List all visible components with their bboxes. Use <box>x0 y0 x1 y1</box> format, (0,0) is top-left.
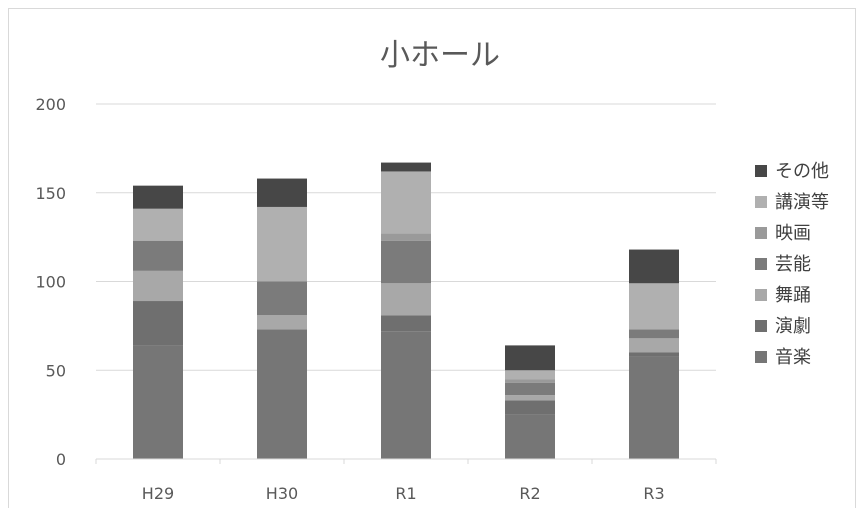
bar-segment-H30-芸能 <box>257 281 307 316</box>
legend-label: 舞踊 <box>775 285 811 306</box>
bar-segment-H29-芸能 <box>133 240 183 271</box>
bar-segment-H29-音楽 <box>133 345 183 459</box>
bar-segment-R1-音楽 <box>381 331 431 459</box>
bar-segment-R2-その他 <box>505 345 555 371</box>
chart-title: 小ホール <box>380 38 500 73</box>
legend-label: 音楽 <box>775 347 811 368</box>
bar-segment-H29-講演等 <box>133 208 183 241</box>
bar-segment-R3-芸能 <box>629 329 679 339</box>
bar-segment-H30-講演等 <box>257 206 307 282</box>
legend-swatch <box>755 289 767 301</box>
x-tick-label: R3 <box>643 484 664 503</box>
bar-segment-H30-舞踊 <box>257 315 307 330</box>
legend-swatch <box>755 196 767 208</box>
y-axis: 0 50 100 150 200 <box>35 95 66 469</box>
bar-segment-H30-その他 <box>257 178 307 207</box>
y-tick-label: 150 <box>35 184 66 203</box>
bar-segment-R2-音楽 <box>505 414 555 459</box>
legend-swatch <box>755 165 767 177</box>
bar-segment-R2-芸能 <box>505 382 555 396</box>
bar-segment-H29-舞踊 <box>133 270 183 302</box>
chart-frame <box>8 8 856 508</box>
bar-segment-H29-その他 <box>133 185 183 209</box>
legend-label: 映画 <box>775 223 811 244</box>
bar-segment-R1-演劇 <box>381 315 431 332</box>
legend-swatch <box>755 351 767 363</box>
bar-segment-R1-舞踊 <box>381 283 431 316</box>
y-tick-label: 0 <box>56 450 66 469</box>
legend-label: 演劇 <box>775 316 811 337</box>
x-axis: H29 H30 R1 R2 R3 <box>95 458 717 503</box>
legend-label: その他 <box>775 161 829 182</box>
y-tick-label: 100 <box>35 273 66 292</box>
legend-swatch <box>755 320 767 332</box>
bar-segment-R1-芸能 <box>381 240 431 284</box>
bar-segment-R3-その他 <box>629 249 679 284</box>
legend-swatch <box>755 258 767 270</box>
bar-segment-R3-音楽 <box>629 356 679 459</box>
legend-label: 芸能 <box>775 254 811 275</box>
bar-segment-R3-舞踊 <box>629 338 679 353</box>
bars <box>133 162 679 459</box>
legend-swatch <box>755 227 767 239</box>
bar-segment-R1-講演等 <box>381 171 431 234</box>
bar-segment-R2-演劇 <box>505 400 555 415</box>
y-tick-label: 200 <box>35 95 66 114</box>
bar-segment-R2-映画 <box>505 379 555 383</box>
x-tick-label: R2 <box>519 484 540 503</box>
x-tick-label: R1 <box>395 484 416 503</box>
x-tick-label: H29 <box>142 484 174 503</box>
legend-label: 講演等 <box>775 192 829 213</box>
bar-segment-R3-演劇 <box>629 352 679 357</box>
x-tick-label: H30 <box>266 484 298 503</box>
bar-segment-R2-講演等 <box>505 370 555 380</box>
bar-segment-R1-映画 <box>381 233 431 241</box>
bar-segment-H30-音楽 <box>257 329 307 459</box>
bar-segment-R1-その他 <box>381 162 431 172</box>
bar-segment-R3-講演等 <box>629 283 679 330</box>
y-tick-label: 50 <box>46 361 66 380</box>
bar-segment-R2-舞踊 <box>505 395 555 401</box>
bar-segment-H29-演劇 <box>133 301 183 346</box>
